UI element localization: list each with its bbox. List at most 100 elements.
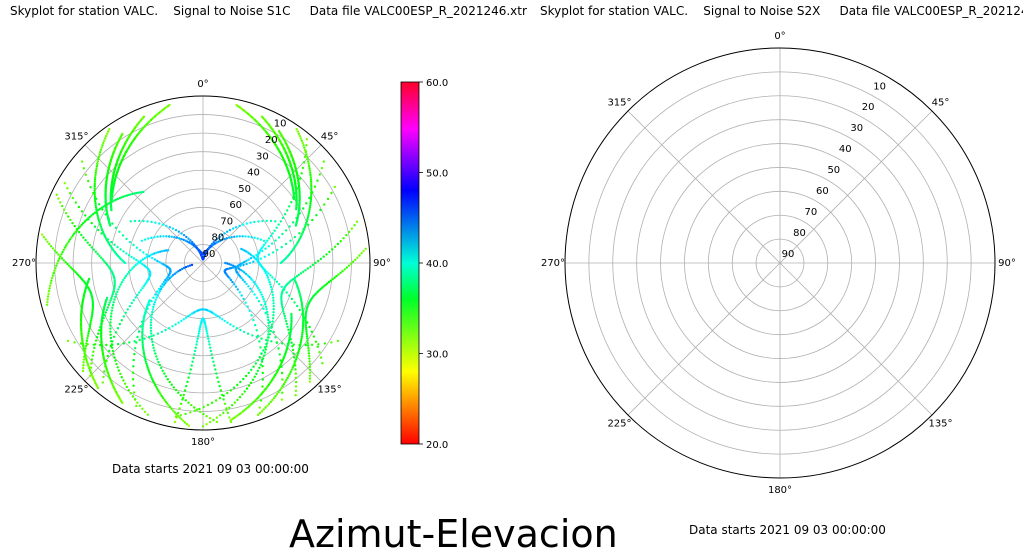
scatter-point [304,149,307,153]
scatter-point [259,291,262,294]
scatter-point [83,355,86,358]
scatter-point [168,277,171,280]
scatter-point [265,274,269,277]
left-axis-labels: 0° 45° 90° 135° 180° 225° 270° 315° 10 20 30 40 50 60… [12,79,391,448]
scatter-point [327,280,331,284]
scatter-point [154,221,157,224]
scatter-point [319,356,323,359]
scatter-point [116,327,120,330]
scatter-point [228,416,231,419]
scatter-point [301,141,304,145]
scatter-point [191,360,194,363]
scatter-point [294,360,297,363]
scatter-point [131,395,135,398]
scatter-point [201,425,205,428]
scatter-point [264,406,267,409]
scatter-point [260,360,264,363]
scatter-point [67,240,71,243]
scatter-point [308,363,311,366]
scatter-point [272,305,275,308]
scatter-point [333,276,336,279]
scatter-point [59,255,62,258]
scatter-point [240,276,243,280]
scatter-point [272,302,275,305]
scatter-point [266,313,269,316]
left-elevation-tick-label: 20 [265,135,278,146]
scatter-point [132,257,136,260]
scatter-point [170,407,173,411]
scatter-point [288,294,291,297]
scatter-point [190,263,194,267]
scatter-point [250,236,253,239]
scatter-point [90,214,93,217]
right-plot-title: Skyplot for station VALC. Signal to Nois… [540,4,1023,18]
scatter-point [299,341,302,344]
scatter-point [280,301,283,305]
right-elevation-tick-label: 50 [827,165,840,176]
scatter-point [226,321,229,324]
scatter-point [275,341,278,344]
scatter-point [135,191,138,195]
scatter-point [116,366,119,369]
scatter-point [46,300,49,304]
scatter-point [107,202,111,205]
scatter-point [351,260,355,263]
scatter-point [252,260,255,263]
scatter-point [188,372,191,375]
scatter-point [183,421,187,424]
scatter-point [110,294,114,298]
scatter-point [263,255,266,258]
scatter-point [259,238,263,241]
scatter-point [128,341,131,344]
scatter-point [149,329,153,332]
scatter-point [57,253,60,256]
scatter-point [171,274,175,277]
scatter-point [156,235,159,238]
scatter-point [98,203,101,206]
scatter-point [319,208,322,212]
scatter-point [282,310,285,313]
scatter-point [145,362,148,365]
scatter-point [286,325,289,328]
scatter-point [218,384,221,388]
scatter-point [176,411,180,415]
scatter-point [269,274,272,277]
scatter-point [73,232,76,235]
scatter-point [241,223,245,226]
scatter-point [289,239,292,242]
scatter-point [290,368,293,371]
scatter-point [233,235,236,238]
scatter-point [82,366,85,370]
scatter-point [300,172,303,175]
scatter-point [180,267,184,271]
scatter-point [213,364,216,367]
scatter-point [48,287,51,290]
scatter-point [64,261,67,264]
scatter-point [153,258,157,261]
scatter-point [308,167,311,170]
scatter-point [298,347,301,351]
scatter-point [307,162,310,165]
scatter-point [136,262,139,265]
scatter-point [135,258,138,262]
scatter-point [109,327,112,330]
colorbar-gradient [400,81,420,445]
scatter-point [122,379,125,382]
scatter-point [216,315,219,318]
scatter-point [281,378,284,381]
scatter-point [98,254,101,257]
scatter-point [245,222,248,225]
scatter-point [271,232,274,235]
scatter-point [162,396,165,400]
scatter-point [143,283,147,286]
scatter-point [159,287,163,291]
scatter-point [157,389,160,392]
scatter-point [254,362,257,365]
scatter-point [267,327,270,330]
scatter-point [223,232,226,235]
scatter-point [308,365,312,369]
scatter-point [291,221,295,224]
scatter-point [339,240,342,243]
scatter-point [270,242,274,245]
scatter-point [304,315,307,318]
